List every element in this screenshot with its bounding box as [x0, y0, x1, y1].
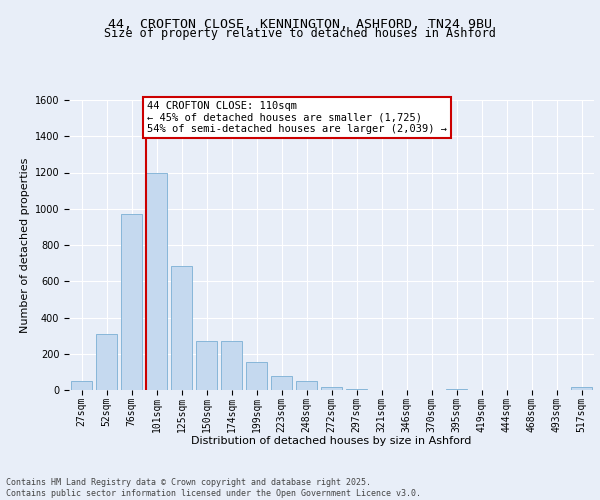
- Bar: [346, 389, 367, 390]
- Y-axis label: Number of detached properties: Number of detached properties: [20, 158, 31, 332]
- Text: Size of property relative to detached houses in Ashford: Size of property relative to detached ho…: [104, 28, 496, 40]
- Bar: [71, 381, 92, 390]
- Text: 44 CROFTON CLOSE: 110sqm
← 45% of detached houses are smaller (1,725)
54% of sem: 44 CROFTON CLOSE: 110sqm ← 45% of detach…: [147, 101, 447, 134]
- X-axis label: Distribution of detached houses by size in Ashford: Distribution of detached houses by size …: [191, 436, 472, 446]
- Bar: [221, 341, 242, 390]
- Bar: [196, 341, 217, 390]
- Bar: [96, 334, 117, 390]
- Text: Contains HM Land Registry data © Crown copyright and database right 2025.
Contai: Contains HM Land Registry data © Crown c…: [6, 478, 421, 498]
- Bar: [571, 386, 592, 390]
- Bar: [296, 381, 317, 390]
- Bar: [246, 362, 267, 390]
- Bar: [321, 386, 342, 390]
- Text: 44, CROFTON CLOSE, KENNINGTON, ASHFORD, TN24 9BU: 44, CROFTON CLOSE, KENNINGTON, ASHFORD, …: [108, 18, 492, 30]
- Bar: [146, 172, 167, 390]
- Bar: [121, 214, 142, 390]
- Bar: [271, 376, 292, 390]
- Bar: [171, 266, 192, 390]
